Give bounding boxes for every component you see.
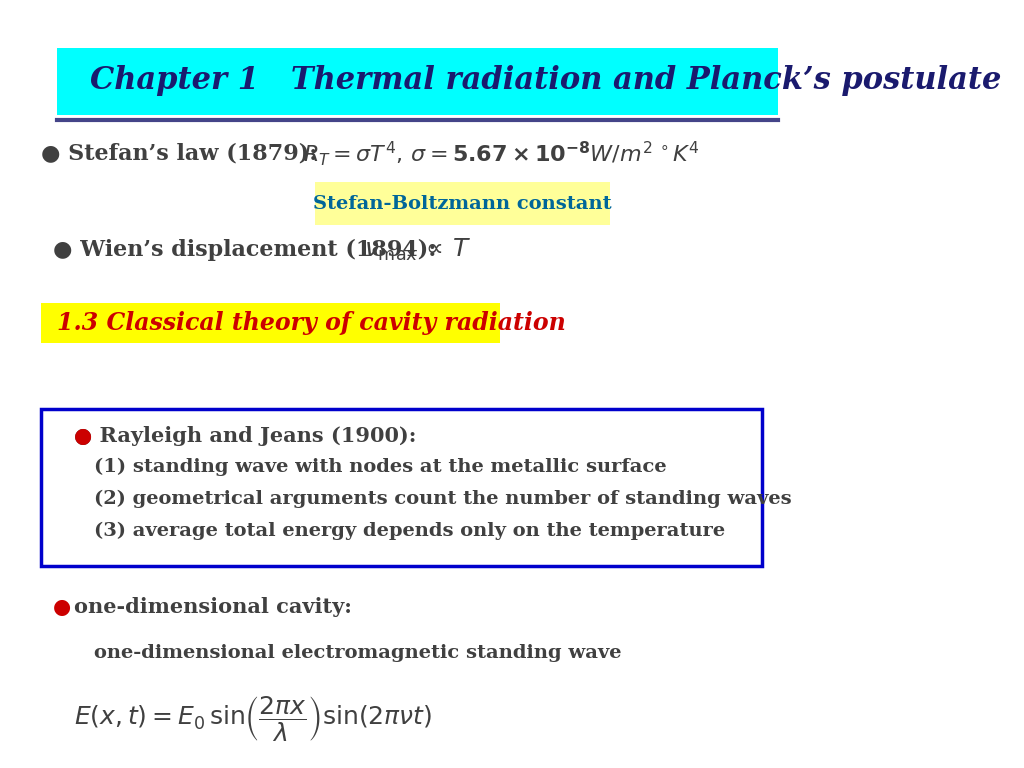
Text: $\mathit{R_T} = \mathit{\sigma T^4},$$\,\mathit{\sigma} = \mathbf{5.67\times10^{: $\mathit{R_T} = \mathit{\sigma T^4},$$\,… [303, 139, 700, 168]
Text: ●: ● [74, 425, 92, 446]
Text: ● Stefan’s law (1879):: ● Stefan’s law (1879): [41, 143, 317, 164]
Text: one-dimensional electromagnetic standing wave: one-dimensional electromagnetic standing… [94, 644, 622, 662]
FancyBboxPatch shape [57, 48, 778, 115]
Text: ●: ● [53, 597, 72, 617]
Text: $\mathit{\nu}_{\mathrm{max}}\,\propto\, \mathit{T}$: $\mathit{\nu}_{\mathrm{max}}\,\propto\, … [365, 237, 472, 263]
FancyBboxPatch shape [315, 182, 610, 224]
Text: ● Rayleigh and Jeans (1900):: ● Rayleigh and Jeans (1900): [74, 425, 416, 446]
Text: $\mathit{E}(\mathit{x},\mathit{t})=\mathit{E_0}\,\sin\!\left(\dfrac{2\pi x}{\lam: $\mathit{E}(\mathit{x},\mathit{t})=\math… [74, 694, 432, 743]
Text: Stefan-Boltzmann constant: Stefan-Boltzmann constant [313, 194, 612, 213]
FancyBboxPatch shape [41, 303, 500, 343]
Text: (2) geometrical arguments count the number of standing waves: (2) geometrical arguments count the numb… [94, 490, 792, 508]
Text: 1.3 Classical theory of cavity radiation: 1.3 Classical theory of cavity radiation [57, 310, 566, 335]
Text: (1) standing wave with nodes at the metallic surface: (1) standing wave with nodes at the meta… [94, 458, 667, 475]
Text: ● Wien’s displacement (1894):: ● Wien’s displacement (1894): [53, 239, 436, 260]
FancyBboxPatch shape [41, 409, 762, 567]
Text: Chapter 1   Thermal radiation and Planck’s postulate: Chapter 1 Thermal radiation and Planck’s… [90, 65, 1001, 96]
Text: one-dimensional cavity:: one-dimensional cavity: [74, 597, 351, 617]
Text: (3) average total energy depends only on the temperature: (3) average total energy depends only on… [94, 522, 725, 540]
